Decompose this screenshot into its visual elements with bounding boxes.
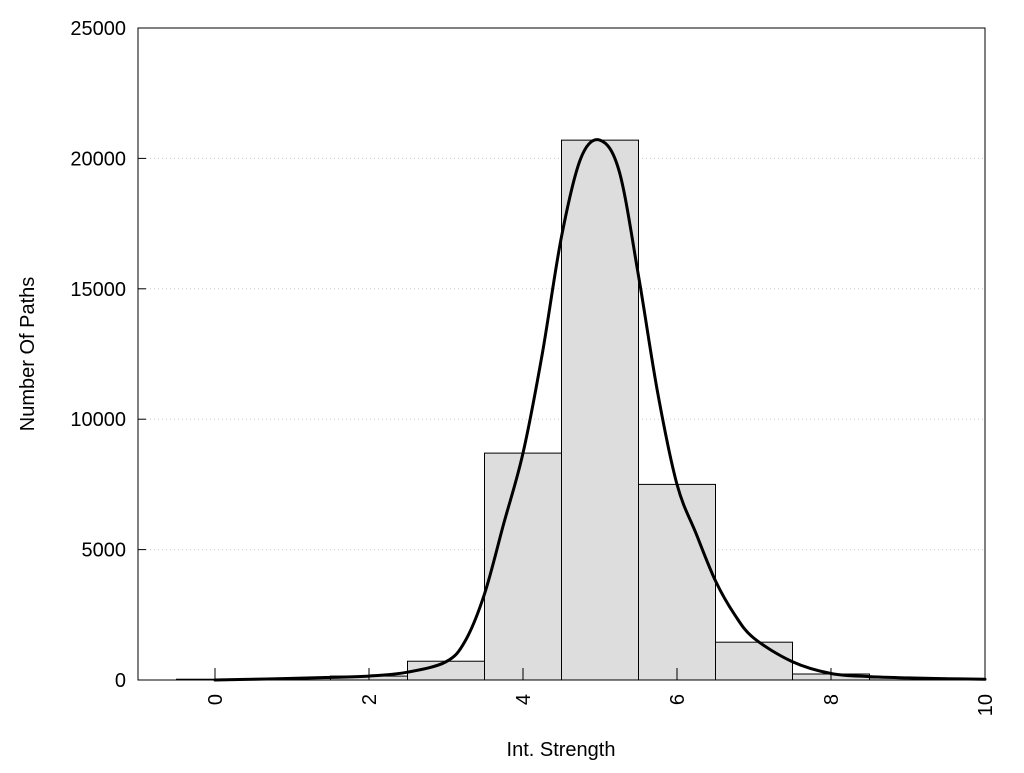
y-tick-label: 20000 (70, 148, 126, 170)
fit-curve-layer (213, 138, 987, 682)
y-axis-ticks: 0 5000 10000 15000 20000 25000 (70, 18, 146, 692)
y-tick-label: 25000 (70, 18, 126, 40)
fit-curve (213, 138, 987, 682)
y-tick-label: 5000 (82, 540, 127, 562)
y-tick-label: 10000 (70, 409, 126, 431)
histogram-bar (638, 483, 716, 681)
histogram-bar (715, 641, 793, 681)
x-axis-label: Int. Strength (507, 739, 616, 761)
x-tick-label: 0 (205, 694, 227, 705)
plot-frame (137, 27, 986, 681)
histogram-bars (176, 139, 986, 681)
y-tick-label: 0 (115, 670, 126, 692)
x-tick-label: 6 (667, 694, 689, 705)
histogram-bar (484, 452, 562, 681)
y-tick-label: 15000 (70, 279, 126, 301)
x-axis-ticks: 0 2 4 6 8 10 (205, 668, 997, 716)
x-tick-label: 2 (359, 694, 381, 705)
x-tick-label: 10 (975, 694, 997, 716)
x-tick-label: 4 (513, 694, 535, 705)
x-tick-label: 8 (821, 694, 843, 705)
histogram-bar (561, 139, 639, 681)
y-axis-label: Number Of Paths (17, 277, 39, 432)
